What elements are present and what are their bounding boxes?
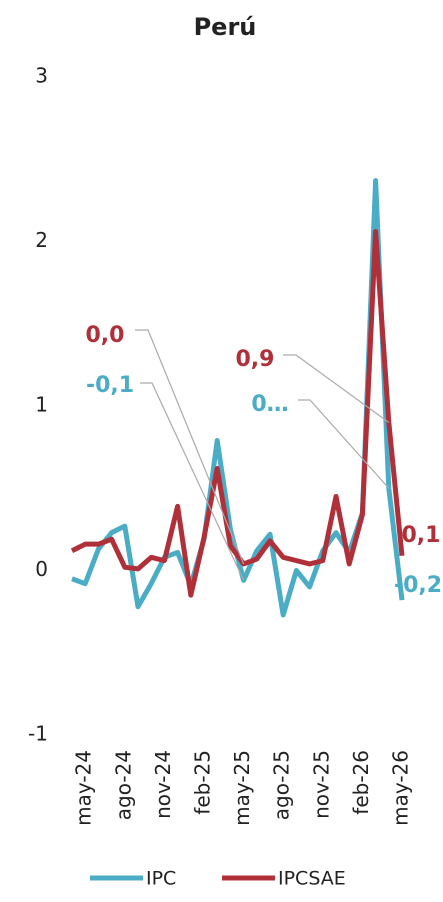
- x-tick-label: may-26: [389, 750, 413, 826]
- value-label: 0,9: [236, 347, 275, 372]
- legend-label: IPCSAE: [278, 868, 346, 890]
- y-tick-label: 2: [35, 228, 48, 252]
- y-tick-label: -1: [28, 722, 48, 746]
- x-tick-label: nov-25: [309, 750, 333, 819]
- chart-title: Perú: [194, 13, 257, 41]
- leader-line: [140, 382, 245, 581]
- x-tick-label: feb-25: [191, 750, 215, 815]
- x-tick-label: ago-24: [111, 750, 135, 820]
- value-label: -0,1: [86, 373, 134, 398]
- x-tick-label: ago-25: [270, 750, 294, 820]
- x-tick-label: may-25: [230, 750, 254, 826]
- value-label: 0…: [251, 392, 288, 417]
- series-line: [70, 229, 405, 598]
- y-tick-label: 3: [35, 64, 48, 88]
- leader-line: [283, 354, 390, 423]
- x-tick-label: may-24: [72, 750, 96, 826]
- x-tick-label: nov-24: [151, 750, 175, 819]
- x-tick-label: feb-26: [349, 750, 373, 815]
- legend-label: IPC: [146, 868, 176, 890]
- value-label: 0,0: [86, 323, 125, 348]
- y-tick-label: 1: [35, 393, 48, 417]
- y-tick-label: 0: [35, 557, 48, 581]
- leader-line: [135, 329, 245, 565]
- leader-line: [298, 399, 390, 489]
- value-label: 0,1: [402, 523, 441, 548]
- value-label: -0,2: [394, 573, 442, 598]
